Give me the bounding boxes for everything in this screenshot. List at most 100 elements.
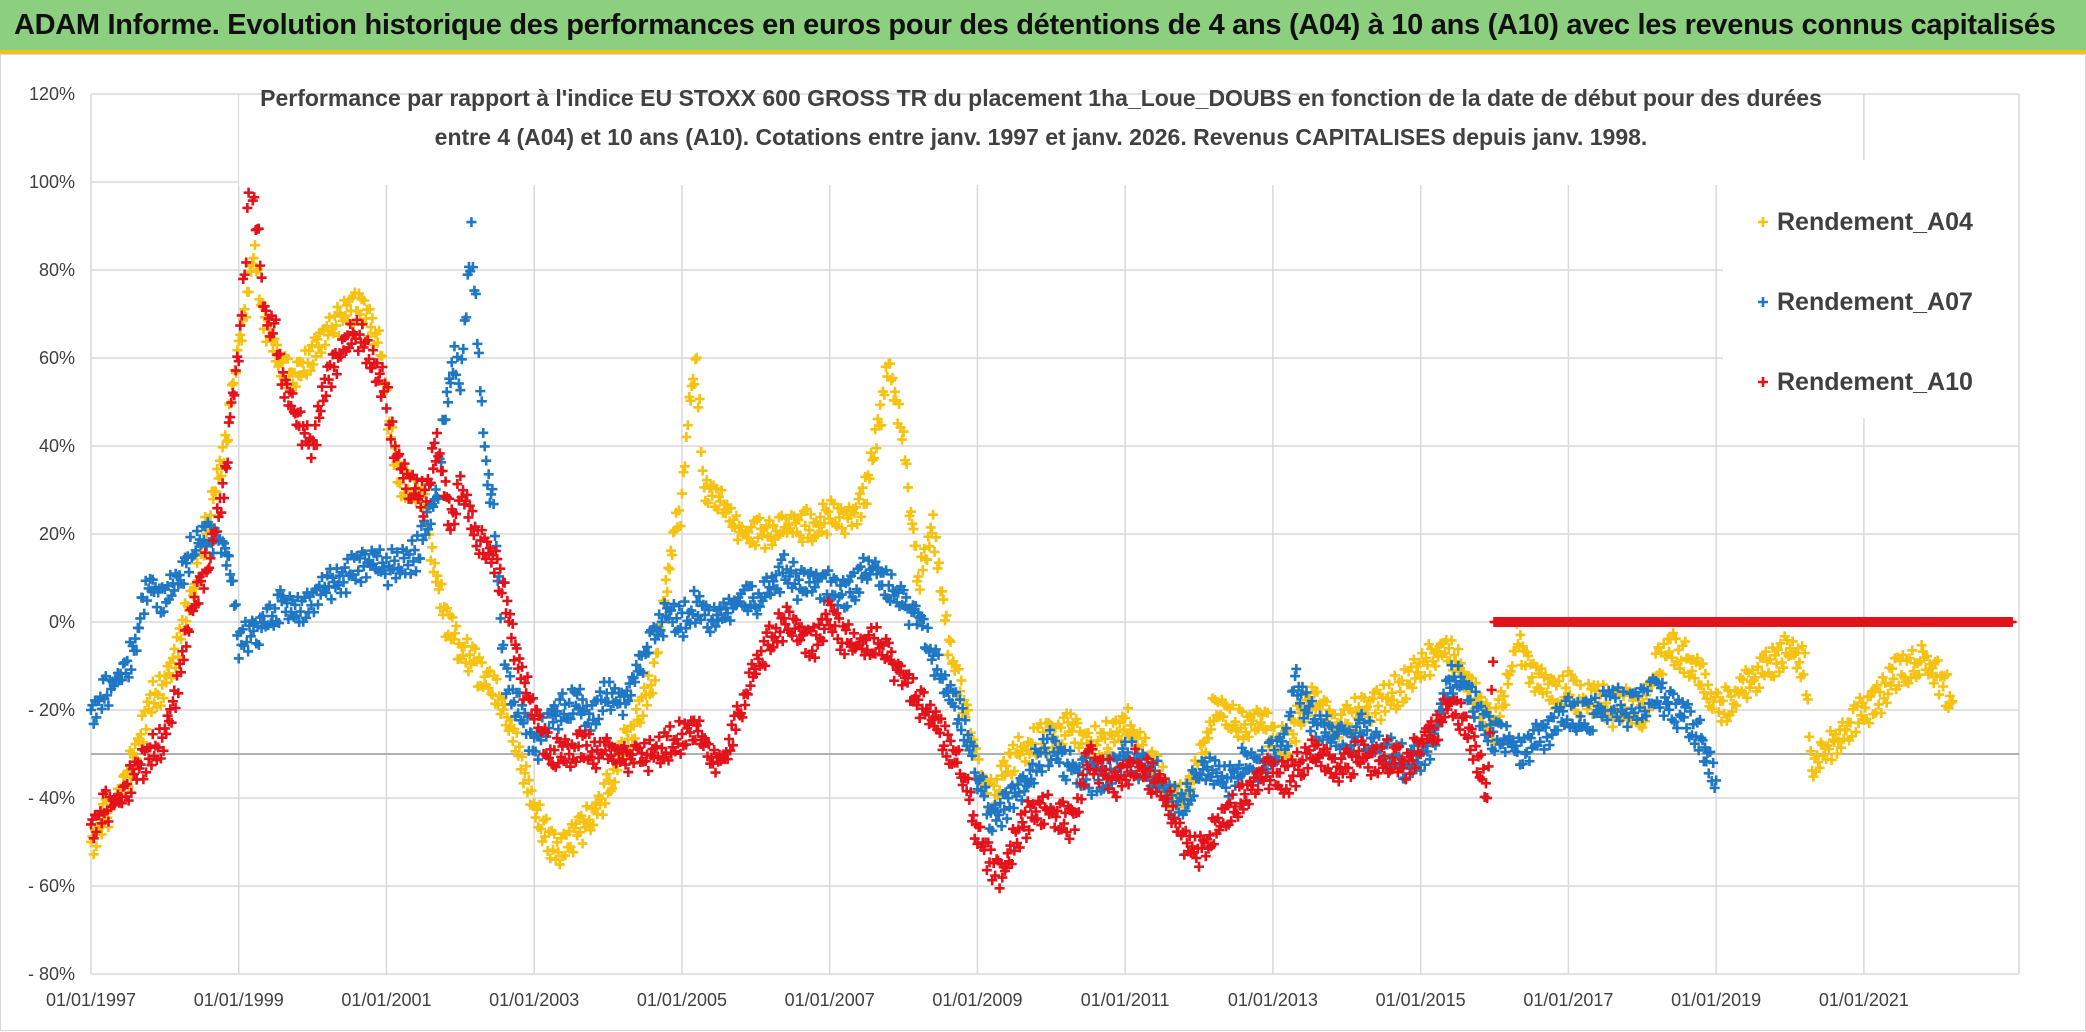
series-point (1255, 717, 1266, 728)
series-point (638, 710, 649, 721)
series-point (386, 544, 397, 555)
series-point (1548, 712, 1559, 723)
series-point (440, 414, 451, 425)
series-point (809, 652, 820, 663)
x-tick-label: 01/01/2005 (637, 990, 727, 1010)
series-point (373, 375, 384, 386)
series-point (963, 729, 974, 740)
series-point (756, 646, 767, 657)
series-point (827, 626, 838, 637)
series-point (1387, 752, 1398, 763)
series-point (316, 347, 327, 358)
series-point (585, 751, 596, 762)
series-point (445, 378, 456, 389)
series-point (1787, 636, 1798, 647)
series-point (492, 576, 503, 587)
series-point (262, 320, 273, 331)
series-point (1477, 721, 1488, 732)
series-point (1657, 669, 1668, 680)
series-point (310, 351, 321, 362)
series-point (1167, 801, 1178, 812)
series-point (750, 540, 761, 551)
series-point (866, 447, 877, 458)
series-point (656, 616, 667, 627)
series-point (1475, 749, 1486, 760)
series-point (1224, 798, 1235, 809)
series-point (843, 619, 854, 630)
series-point (155, 700, 166, 711)
series-point (388, 564, 399, 575)
series-point (1560, 682, 1571, 693)
series-point (141, 767, 152, 778)
series-point (601, 769, 612, 780)
series-point (419, 484, 430, 495)
series-point (914, 584, 925, 595)
series-point (399, 458, 410, 469)
series-point (1932, 655, 1943, 666)
series-point (1695, 714, 1706, 725)
series-point (1290, 736, 1301, 747)
series-point (1018, 821, 1029, 832)
series-point (253, 639, 264, 650)
series-point (667, 550, 678, 561)
series-point (1662, 697, 1673, 708)
series-point (1799, 648, 1810, 659)
series-point (584, 729, 595, 740)
series-point (965, 787, 976, 798)
series-point (957, 779, 968, 790)
series-point (674, 505, 685, 516)
series-point (353, 345, 364, 356)
series-point (446, 357, 457, 368)
series-point (1065, 708, 1076, 719)
series-point (654, 609, 665, 620)
series-point (2006, 617, 2017, 627)
series-point (843, 576, 854, 587)
series-point (574, 684, 585, 695)
series-point (1494, 711, 1505, 722)
series-point (1515, 629, 1526, 640)
series-point (122, 655, 133, 666)
series-point (406, 535, 417, 546)
series-point (411, 566, 422, 577)
series-point (429, 558, 440, 569)
series-point (577, 694, 588, 705)
series-point (476, 657, 487, 668)
series-point (742, 689, 753, 700)
series-point (409, 545, 420, 556)
series-point (901, 592, 912, 603)
series-point (1412, 757, 1423, 768)
series-point (1524, 678, 1535, 689)
series-point (742, 605, 753, 616)
series-point (100, 785, 111, 796)
series-point (652, 751, 663, 762)
series-point (200, 512, 211, 523)
series-point (1880, 677, 1891, 688)
series-point (463, 512, 474, 523)
series-point (382, 580, 393, 591)
series-point (711, 609, 722, 620)
series-point (1700, 742, 1711, 753)
series-point (146, 707, 157, 718)
series-point (260, 305, 271, 316)
series-point (372, 551, 383, 562)
series-point (953, 745, 964, 756)
series-point (1486, 684, 1497, 695)
series-point (1100, 764, 1111, 775)
series-point (1447, 688, 1458, 699)
series-point (883, 580, 894, 591)
series-point (395, 478, 406, 489)
series-point (181, 616, 192, 627)
series-point (1298, 713, 1309, 724)
series-point (192, 526, 203, 537)
series-point (809, 582, 820, 593)
series-point (1465, 694, 1476, 705)
series-point (455, 385, 466, 396)
series-point (681, 431, 692, 442)
series-point (1622, 721, 1633, 732)
series-point (1239, 789, 1250, 800)
series-point (985, 844, 996, 855)
series-point (414, 491, 425, 502)
y-tick-label: 20% (39, 524, 75, 544)
series-point (960, 715, 971, 726)
series-point (1262, 707, 1273, 718)
